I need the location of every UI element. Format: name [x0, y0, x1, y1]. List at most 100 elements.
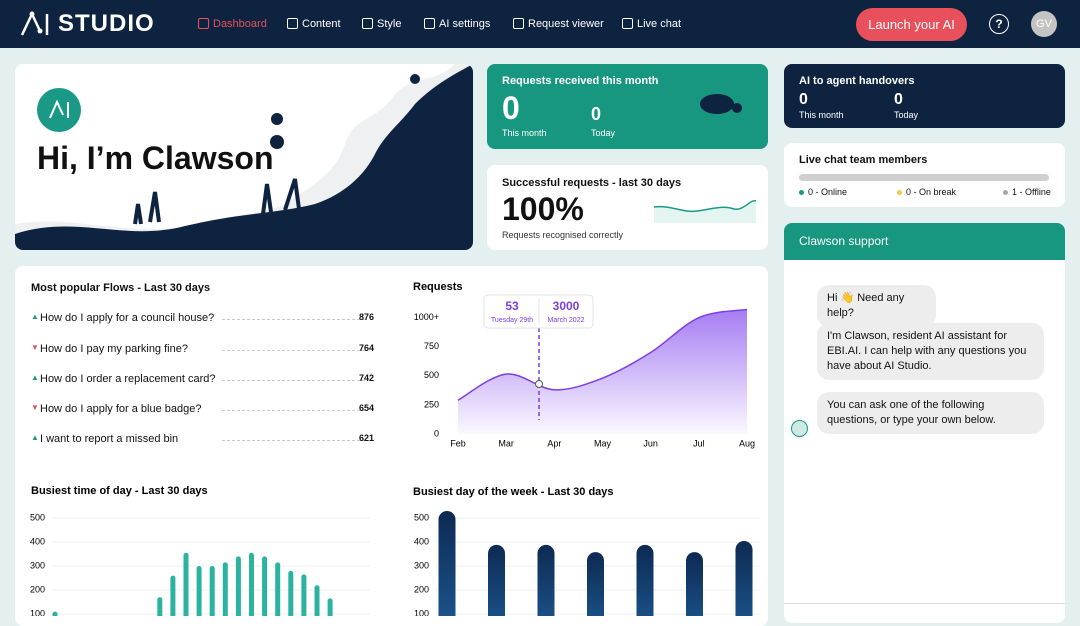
- card-title: Live chat team members: [799, 154, 928, 166]
- card-title: Successful requests - last 30 days: [502, 177, 682, 189]
- nav-item[interactable]: Dashboard: [213, 18, 267, 30]
- stat-value: 0: [591, 104, 602, 124]
- nav-icon: [287, 18, 298, 29]
- hero-card: Hi, I’m Clawson: [15, 64, 473, 250]
- status-dot: [799, 190, 804, 195]
- help-button[interactable]: ?: [989, 14, 1009, 34]
- tooltip-marker: [535, 380, 543, 388]
- chart-title: Requests: [413, 281, 463, 293]
- trend-arrow: ▼: [31, 343, 39, 352]
- bar: [537, 544, 555, 616]
- bar: [686, 552, 703, 616]
- flow-label: How do I pay my parking fine?: [40, 343, 188, 355]
- status-label: 0 - Online: [808, 187, 848, 197]
- input-divider: [784, 603, 1065, 604]
- y-tick-label: 500: [424, 370, 439, 380]
- chart-title: Busiest day of the week - Last 30 days: [413, 486, 614, 498]
- bar: [52, 611, 58, 616]
- tooltip-label: Tuesday 29th: [491, 317, 533, 324]
- flow-item[interactable]: ▼ How do I apply for a blue badge? 654: [31, 403, 376, 417]
- greeting: Hi, I’m Clawson: [37, 140, 274, 176]
- y-tick-label: 1000+: [414, 312, 439, 322]
- chat-bubble: You can ask one of the following questio…: [817, 392, 1044, 434]
- y-tick-label: 750: [424, 341, 439, 351]
- x-tick-label: Jun: [643, 438, 658, 448]
- flow-item[interactable]: ▲ I want to report a missed bin 621: [31, 433, 376, 447]
- bar: [209, 566, 215, 616]
- team-card: Live chat team members 0 - Online 0 - On …: [784, 143, 1065, 207]
- nav-icon: [424, 18, 435, 29]
- nav-icon: [513, 18, 524, 29]
- bot-logo: [37, 88, 81, 132]
- bar: [235, 556, 241, 616]
- y-tick-label: 200: [414, 584, 429, 594]
- hero-illustration: [15, 64, 473, 250]
- x-tick-label: Apr: [547, 438, 561, 448]
- bar: [275, 562, 281, 616]
- flow-count: 654: [358, 403, 374, 413]
- chart-title: Busiest time of day - Last 30 days: [31, 485, 208, 497]
- stat-value: 0: [799, 91, 808, 108]
- bar: [222, 562, 228, 616]
- bar: [327, 598, 333, 616]
- flow-dots: [222, 410, 365, 411]
- y-tick-label: 300: [30, 560, 45, 570]
- nav-item[interactable]: Live chat: [637, 18, 682, 30]
- bar: [170, 575, 176, 616]
- x-tick-label: Jul: [693, 438, 705, 448]
- nav-item[interactable]: Content: [302, 18, 341, 30]
- logo-icon: [20, 11, 49, 36]
- avatar[interactable]: GV: [1031, 11, 1057, 37]
- chat-bubble: I'm Clawson, resident AI assistant for E…: [817, 323, 1044, 380]
- nav-item[interactable]: Request viewer: [528, 18, 604, 30]
- stat-label: Today: [591, 128, 616, 138]
- flow-count: 742: [358, 373, 374, 383]
- nav-icon: [622, 18, 633, 29]
- bar: [636, 544, 654, 616]
- trend-arrow: ▲: [31, 312, 39, 321]
- nav-icon: [362, 18, 373, 29]
- tooltip-value: 3000: [553, 299, 580, 313]
- nav-item[interactable]: Style: [377, 18, 402, 30]
- tooltip-value: 53: [505, 299, 519, 313]
- bar: [438, 511, 456, 616]
- status-bar: [799, 174, 1049, 181]
- x-tick-label: May: [594, 438, 612, 448]
- flow-item[interactable]: ▲ How do I apply for a council house? 876: [31, 312, 376, 326]
- support-header: Clawson support: [784, 223, 1065, 260]
- flow-item[interactable]: ▼ How do I pay my parking fine? 764: [31, 343, 376, 357]
- flow-count: 876: [358, 312, 374, 322]
- bar: [488, 544, 505, 616]
- nav-item[interactable]: AI settings: [439, 18, 491, 30]
- y-tick-label: 100: [30, 608, 45, 616]
- y-tick-label: 100: [414, 608, 429, 616]
- trend-arrow: ▼: [31, 403, 39, 412]
- flow-label: How do I apply for a blue badge?: [40, 403, 202, 415]
- requests-card: Requests received this month 0 This mont…: [487, 64, 768, 149]
- bar: [196, 566, 202, 616]
- bar: [262, 556, 268, 616]
- launch-button[interactable]: Launch your AI: [856, 8, 967, 41]
- bar: [735, 541, 753, 616]
- bar: [183, 552, 189, 616]
- sparkline: [653, 200, 757, 223]
- brand: STUDIO: [58, 10, 155, 37]
- bar: [587, 552, 604, 616]
- stat-label: Today: [894, 110, 919, 120]
- y-tick-label: 400: [414, 536, 429, 546]
- area: [458, 309, 747, 434]
- flow-item[interactable]: ▲ How do I order a replacement card? 742: [31, 373, 376, 387]
- status-dot: [897, 190, 902, 195]
- turtle-icon: [700, 94, 742, 114]
- handovers-card: AI to agent handovers 0 This month 0 Tod…: [784, 64, 1065, 128]
- flow-count: 621: [358, 433, 374, 443]
- flow-dots: [222, 440, 365, 441]
- flow-count: 764: [358, 343, 374, 353]
- x-tick-label: Mar: [498, 438, 514, 448]
- flow-label: I want to report a missed bin: [40, 433, 179, 445]
- card-title: AI to agent handovers: [799, 75, 915, 87]
- flow-label: How do I order a replacement card?: [40, 373, 216, 385]
- nav-icon: [198, 18, 209, 29]
